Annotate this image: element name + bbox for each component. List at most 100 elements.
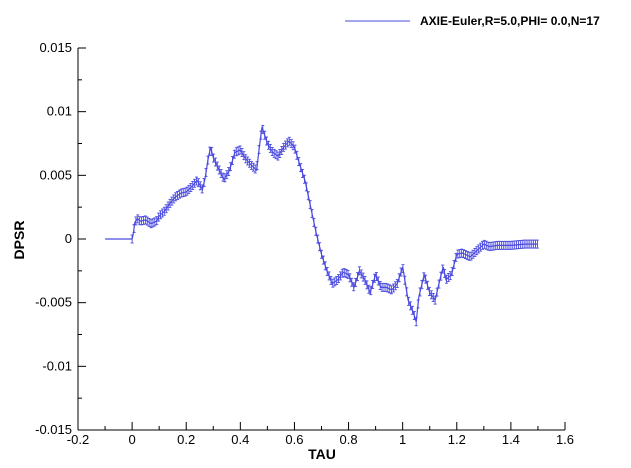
data-point — [295, 150, 299, 160]
data-point — [166, 201, 170, 211]
data-point — [213, 157, 217, 167]
data-point — [176, 191, 180, 200]
data-point — [482, 239, 486, 249]
data-point — [266, 140, 270, 150]
data-point — [285, 138, 289, 148]
data-point — [357, 266, 361, 276]
data-point — [304, 182, 308, 192]
data-point — [338, 271, 342, 281]
data-point — [195, 176, 199, 186]
data-point — [359, 269, 363, 279]
data-point — [310, 209, 314, 218]
data-point — [183, 187, 187, 197]
data-point — [177, 189, 181, 199]
data-point — [399, 267, 403, 277]
data-point — [280, 145, 284, 155]
data-point — [405, 287, 409, 297]
y-tick-label: -0.015 — [35, 422, 72, 437]
data-point — [157, 212, 161, 222]
data-point — [350, 277, 354, 287]
data-point — [325, 267, 329, 276]
data-point — [155, 216, 159, 226]
data-point — [230, 155, 234, 165]
data-point — [484, 240, 488, 250]
x-tick-label: 1 — [399, 432, 406, 447]
data-point — [162, 206, 166, 216]
data-point — [416, 299, 420, 309]
data-point — [145, 216, 149, 226]
y-tick-label: 0.01 — [47, 104, 72, 119]
data-point — [335, 276, 339, 285]
data-point — [160, 208, 164, 218]
data-point — [454, 252, 458, 262]
data-point — [170, 196, 174, 206]
x-tick-label: 1.4 — [502, 432, 520, 447]
data-point — [342, 268, 346, 278]
data-point — [471, 249, 475, 259]
data-point — [248, 158, 252, 168]
data-point — [255, 161, 259, 171]
x-tick-label: 0.2 — [177, 432, 195, 447]
data-point — [132, 224, 136, 234]
data-point — [320, 249, 323, 259]
data-point — [253, 164, 257, 174]
data-point — [427, 287, 431, 297]
data-point — [187, 184, 191, 194]
data-point — [424, 274, 428, 284]
y-axis: -0.015 -0.01 -0.005 0 0.005 0.01 0.015 — [35, 40, 86, 437]
data-point — [172, 194, 176, 204]
data-point — [221, 172, 225, 182]
data-point — [441, 264, 445, 274]
y-tick-label: 0 — [65, 231, 72, 246]
data-point — [159, 210, 163, 220]
data-point — [473, 248, 477, 257]
data-point — [268, 143, 272, 153]
data-point — [352, 282, 356, 292]
data-point — [535, 239, 539, 249]
data-point — [225, 170, 229, 180]
data-point — [153, 217, 157, 227]
data-point — [210, 146, 214, 156]
data-point — [143, 215, 147, 225]
series-line — [105, 126, 538, 322]
data-point — [331, 278, 335, 288]
data-point — [198, 181, 202, 191]
data-point — [238, 145, 242, 155]
data-point — [136, 214, 140, 224]
data-point — [321, 255, 325, 265]
data-point — [412, 311, 416, 320]
data-point — [291, 141, 295, 151]
data-point — [282, 142, 286, 152]
x-tick-label: 0 — [128, 432, 135, 447]
data-point — [299, 163, 303, 173]
data-point — [374, 272, 378, 282]
data-point — [465, 250, 469, 260]
x-tick-label: 1.2 — [448, 432, 466, 447]
data-point — [287, 136, 291, 146]
data-point — [431, 292, 435, 302]
data-point — [390, 285, 394, 295]
legend: AXIE-Euler,R=5.0,PHI= 0.0,N=17 — [345, 14, 600, 28]
data-point — [274, 150, 278, 160]
data-point — [480, 240, 484, 250]
data-point — [242, 151, 246, 161]
data-point — [373, 273, 377, 283]
data-point — [446, 273, 450, 282]
data-point — [395, 279, 399, 289]
data-point — [333, 277, 337, 287]
data-point — [355, 272, 359, 282]
data-point — [337, 274, 341, 284]
data-point — [452, 260, 456, 269]
data-point — [462, 249, 466, 259]
data-point — [348, 273, 352, 283]
data-point — [365, 280, 369, 290]
data-point — [306, 191, 310, 201]
data-point — [369, 286, 373, 296]
data-point — [308, 200, 312, 210]
y-tick-label: -0.01 — [42, 358, 72, 373]
x-tick-label: 0.4 — [231, 432, 249, 447]
data-point — [397, 273, 401, 283]
data-point — [185, 186, 189, 196]
data-point — [448, 271, 452, 281]
